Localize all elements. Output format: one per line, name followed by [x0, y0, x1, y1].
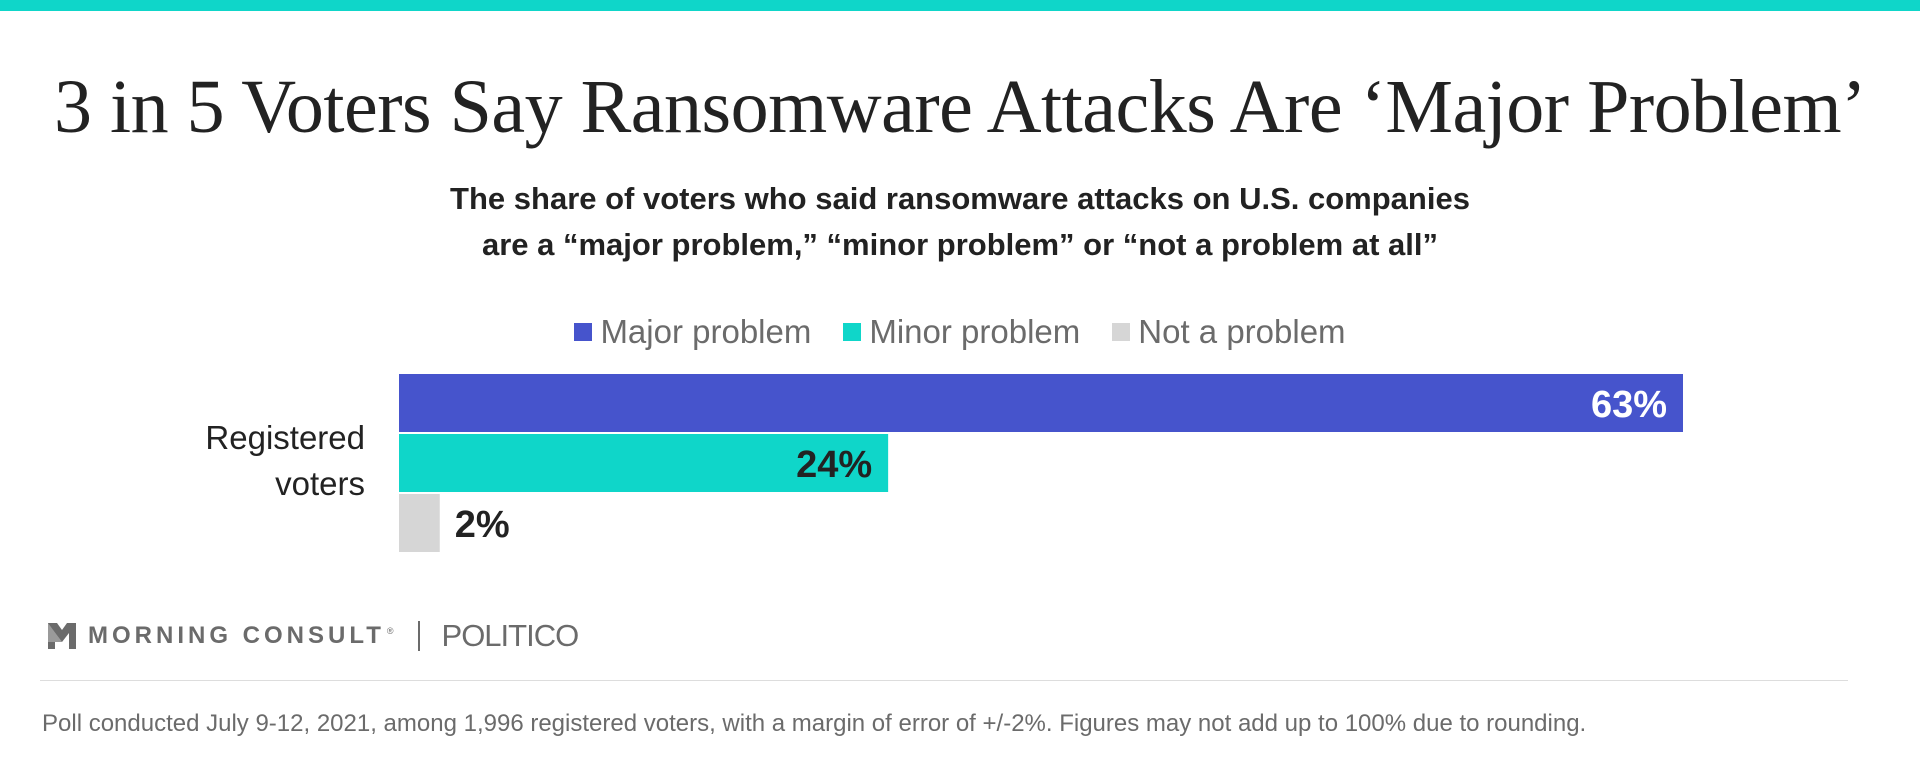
- legend-label-not: Not a problem: [1138, 313, 1346, 350]
- politico-wordmark: POLITICO: [441, 618, 580, 653]
- category-label-line-2: voters: [275, 465, 365, 502]
- legend-item-minor: Minor problem: [843, 310, 1080, 354]
- legend-swatch-major: [574, 323, 593, 341]
- bar-not: [399, 494, 440, 552]
- bar-label-not: 2%: [455, 504, 510, 546]
- bar-minor: [399, 434, 889, 492]
- chart-subtitle: The share of voters who said ransomware …: [0, 176, 1920, 268]
- branding-row: MORNING CONSULT ® POLITICO: [48, 616, 580, 656]
- subtitle-line-2: are a “major problem,” “minor problem” o…: [481, 227, 1438, 262]
- legend-label-major: Major problem: [600, 313, 812, 350]
- morning-consult-logo-icon: [48, 623, 76, 649]
- legend-item-not: Not a problem: [1112, 310, 1346, 354]
- morning-consult-wordmark: MORNING CONSULT: [88, 622, 385, 649]
- branding-divider: [417, 621, 420, 651]
- chart-title: 3 in 5 Voters Say Ransomware Attacks Are…: [54, 65, 1866, 149]
- bar-label-major: 63%: [1591, 384, 1667, 426]
- footnote: Poll conducted July 9-12, 2021, among 1,…: [42, 710, 1587, 737]
- legend-label-minor: Minor problem: [869, 313, 1081, 350]
- legend-item-major: Major problem: [574, 310, 811, 354]
- chart-legend: Major problem Minor problem Not a proble…: [0, 310, 1920, 354]
- subtitle-line-1: The share of voters who said ransomware …: [450, 181, 1470, 216]
- bar-label-minor: 24%: [796, 444, 872, 486]
- registered-mark: ®: [386, 626, 394, 636]
- legend-swatch-minor: [843, 323, 862, 341]
- bar-major: [399, 374, 1683, 432]
- category-label: Registered voters: [120, 415, 365, 507]
- category-label-line-1: Registered: [205, 419, 365, 456]
- footer-divider: [40, 680, 1848, 681]
- top-accent-bar: [0, 0, 1920, 11]
- legend-swatch-not: [1112, 323, 1131, 341]
